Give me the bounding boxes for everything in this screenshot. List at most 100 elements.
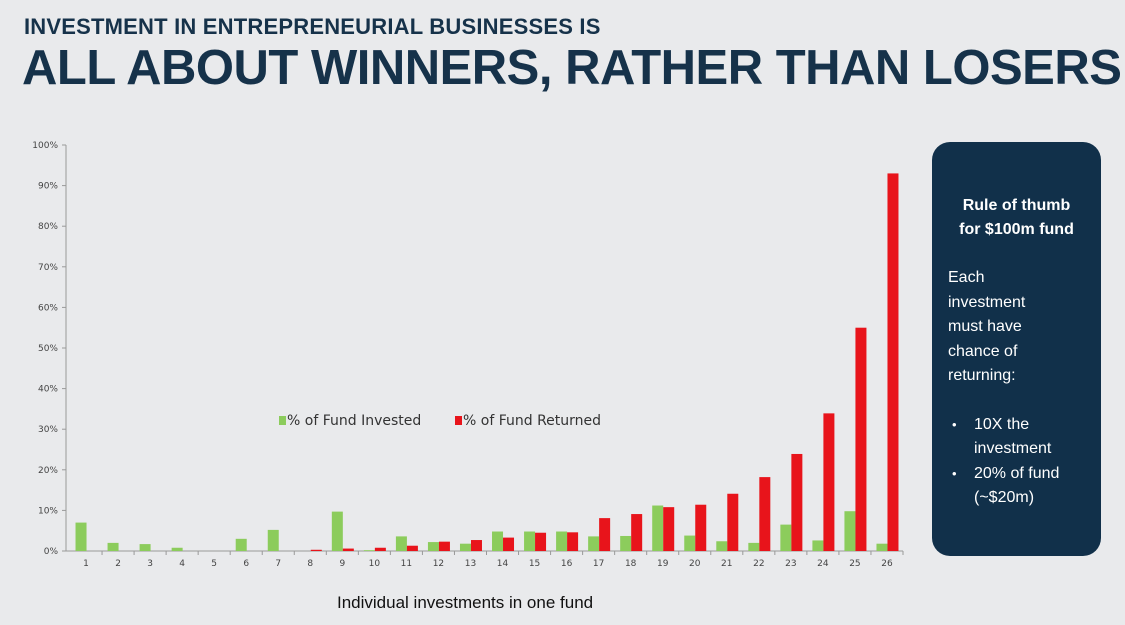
x-tick-label: 7 (275, 559, 281, 569)
invested-bar (556, 531, 568, 551)
y-tick-label: 30% (38, 425, 58, 435)
x-tick-label: 20 (689, 559, 701, 569)
x-tick-label: 18 (625, 559, 637, 569)
invested-bar (427, 542, 439, 551)
invested-bar (235, 538, 247, 551)
returned-bar (631, 514, 643, 551)
returned-bar (342, 548, 354, 551)
returned-bar (503, 537, 515, 551)
panel-bullet-line: 10X the (974, 415, 1030, 433)
invested-bar (267, 529, 279, 551)
x-tick-label: 13 (465, 559, 476, 569)
returned-bar (599, 518, 611, 551)
returned-bar (823, 413, 835, 551)
panel-bullet-list: 10X the investment 20% of fund (~$20m) (948, 413, 1098, 511)
x-axis-label: Individual investments in one fund (337, 593, 594, 612)
invested-bar (844, 511, 856, 551)
x-tick-label: 1 (83, 559, 89, 569)
x-tick-label: 5 (211, 559, 217, 569)
y-tick-label: 70% (38, 263, 58, 273)
x-tick-label: 22 (753, 559, 764, 569)
panel-body-line: investment (948, 293, 1026, 311)
returned-bar (535, 532, 547, 551)
invested-bar (748, 542, 760, 551)
y-tick-label: 0% (44, 547, 59, 557)
returned-bar (470, 540, 482, 551)
panel-body-line: chance of (948, 342, 1018, 360)
x-tick-label: 23 (785, 559, 796, 569)
x-tick-label: 26 (881, 559, 893, 569)
returned-bar (310, 549, 322, 551)
panel-bullet-line: (~$20m) (974, 489, 1035, 506)
invested-bar (876, 543, 888, 551)
x-tick-label: 24 (817, 559, 829, 569)
invested-bar (620, 535, 632, 551)
legend-swatch-invested (279, 416, 286, 425)
invested-bar (812, 540, 824, 551)
panel-body-line: must have (948, 318, 1022, 335)
x-tick-label: 14 (497, 559, 509, 569)
invested-bar (652, 505, 664, 551)
invested-bar (75, 522, 87, 551)
panel-heading-line: for $100m fund (959, 221, 1074, 238)
invested-bar (363, 550, 375, 551)
x-tick-label: 17 (593, 559, 604, 569)
invested-bar (524, 531, 536, 551)
x-tick-label: 3 (147, 559, 153, 569)
y-tick-label: 50% (38, 344, 58, 354)
x-tick-label: 19 (657, 559, 669, 569)
invested-bar (492, 531, 504, 551)
y-tick-label: 90% (38, 182, 58, 192)
panel-body-line: returning: (948, 367, 1016, 384)
invested-bar (780, 524, 792, 551)
returned-bar (374, 547, 386, 551)
y-tick-label: 10% (38, 506, 58, 516)
rule-of-thumb-panel: Rule of thumb for $100m fund Each invest… (932, 142, 1101, 556)
y-tick-label: 20% (38, 466, 58, 476)
panel-heading: Rule of thumb for $100m fund (932, 194, 1101, 242)
x-tick-label: 25 (849, 559, 860, 569)
returned-bar (406, 545, 418, 551)
returned-bar (759, 477, 771, 551)
x-tick-label: 2 (115, 559, 121, 569)
returned-bar (567, 532, 579, 551)
invested-bar (107, 542, 119, 551)
invested-bar (459, 543, 471, 551)
returned-bar (791, 453, 803, 551)
panel-bullet-line: investment (974, 440, 1052, 457)
page-subtitle: INVESTMENT IN ENTREPRENEURIAL BUSINESSES… (24, 14, 601, 39)
invested-bar (139, 544, 151, 551)
x-tick-label: 15 (529, 559, 540, 569)
invested-bar (684, 535, 696, 551)
x-tick-label: 6 (243, 559, 249, 569)
returned-bar (727, 493, 739, 551)
x-tick-label: 12 (433, 559, 444, 569)
x-tick-label: 11 (401, 559, 412, 569)
returned-bar (695, 504, 707, 551)
panel-bullet-item: 10X the investment (948, 413, 1098, 462)
returned-bar (663, 507, 675, 551)
page-title: ALL ABOUT WINNERS, RATHER THAN LOSERS (22, 41, 1122, 95)
legend-label-returned: % of Fund Returned (463, 413, 601, 429)
bar-chart: 0%10%20%30%40%50%60%70%80%90%100%1 2 3 4 5 6 7… (32, 141, 904, 569)
x-tick-label: 8 (307, 559, 313, 569)
panel-body: Each investment must have chance of retu… (948, 266, 1098, 511)
y-tick-label: 40% (38, 385, 58, 395)
x-tick-label: 9 (339, 559, 345, 569)
panel-heading-line: Rule of thumb (962, 197, 1071, 214)
legend-label-invested: % of Fund Invested (287, 413, 421, 429)
panel-bullet-line: 20% of fund (974, 464, 1060, 482)
y-tick-label: 80% (38, 222, 58, 232)
panel-bullet-item: 20% of fund (~$20m) (948, 462, 1098, 511)
invested-bar (395, 536, 407, 551)
x-tick-label: 4 (179, 559, 185, 569)
x-tick-label: 21 (721, 559, 732, 569)
invested-bar (171, 547, 183, 551)
x-tick-label: 10 (369, 559, 381, 569)
panel-body-line: Each (948, 269, 985, 286)
invested-bar (588, 536, 600, 551)
invested-bar (331, 511, 343, 551)
returned-bar (438, 541, 450, 551)
legend-swatch-returned (455, 416, 462, 425)
y-tick-label: 100% (32, 141, 58, 151)
